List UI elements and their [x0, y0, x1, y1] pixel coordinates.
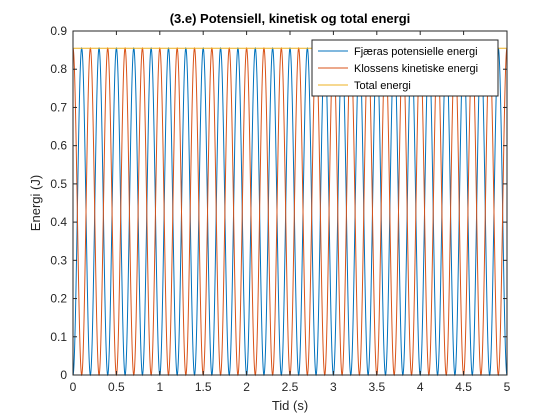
x-tick-label: 1.5	[195, 380, 212, 394]
x-tick-label: 0.5	[108, 380, 125, 394]
legend-entry: Klossens kinetiske energi	[354, 63, 478, 75]
x-axis-label: Tid (s)	[272, 398, 308, 413]
y-tick-label: 0.1	[50, 330, 67, 344]
legend-entry: Fjæras potensielle energi	[354, 46, 478, 58]
y-tick-label: 0.8	[50, 62, 67, 76]
chart-title: (3.e) Potensiell, kinetisk og total ener…	[170, 11, 411, 26]
y-tick-label: 0.4	[50, 215, 67, 229]
x-tick-label: 3	[330, 380, 337, 394]
x-tick-label: 1	[156, 380, 163, 394]
x-tick-label: 3.5	[368, 380, 385, 394]
y-tick-label: 0	[60, 368, 67, 382]
x-tick-label: 2.5	[282, 380, 299, 394]
x-tick-label: 5	[504, 380, 511, 394]
legend-entry: Total energi	[354, 80, 411, 92]
x-tick-label: 4.5	[455, 380, 472, 394]
y-tick-label: 0.9	[50, 24, 67, 38]
y-axis-label: Energi (J)	[28, 175, 43, 231]
y-tick-label: 0.7	[50, 100, 67, 114]
x-tick-label: 0	[70, 380, 77, 394]
legend: Fjæras potensielle energi Klossens kineti…	[311, 39, 499, 97]
y-tick-label: 0.6	[50, 139, 67, 153]
y-tick-label: 0.2	[50, 292, 67, 306]
x-tick-label: 2	[243, 380, 250, 394]
x-tick-label: 4	[417, 380, 424, 394]
y-tick-label: 0.3	[50, 253, 67, 267]
ticks-layer: 0 0.5 1 1.5 2 2.5 3 3.5 4 4.5 5 0 0.1 0.2 0.3 0.4 0.5 0.6…	[50, 24, 510, 394]
y-tick-label: 0.5	[50, 177, 67, 191]
